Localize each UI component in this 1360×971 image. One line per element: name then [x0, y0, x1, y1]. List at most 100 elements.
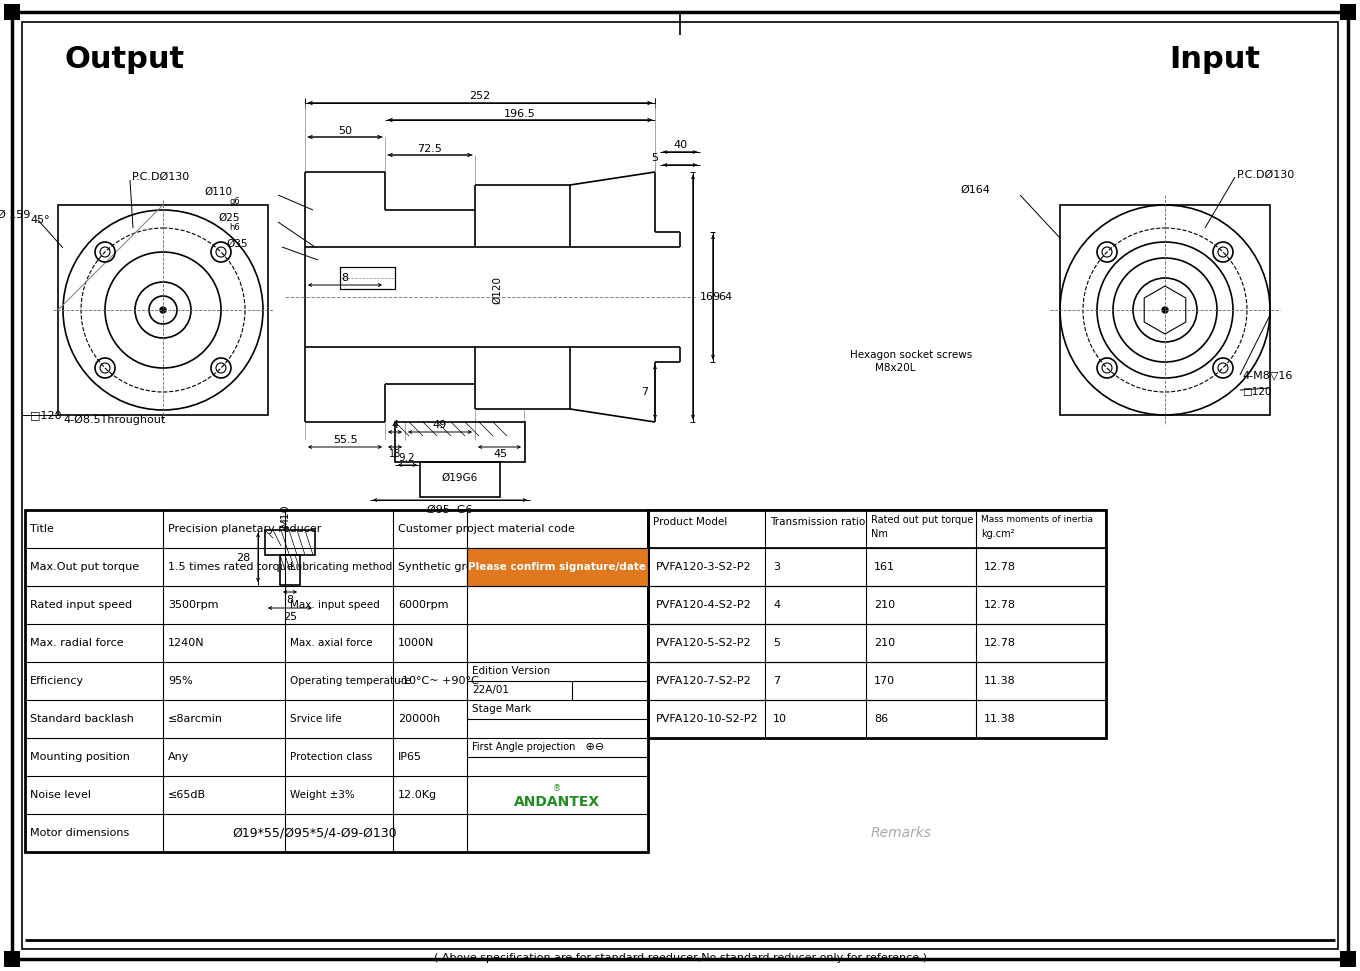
Text: 5: 5 — [651, 153, 658, 163]
Bar — [4, 951, 20, 967]
Bar — [647, 586, 1106, 624]
Text: 9.2: 9.2 — [398, 453, 415, 463]
Text: Product Model: Product Model — [653, 517, 728, 527]
Text: Srvice life: Srvice life — [290, 714, 341, 724]
Text: 22A/01: 22A/01 — [472, 685, 509, 695]
Text: Operating temperature: Operating temperature — [290, 676, 411, 686]
Text: PVFA120-4-S2-P2: PVFA120-4-S2-P2 — [656, 600, 752, 610]
Text: Protection class: Protection class — [290, 752, 373, 762]
Bar — [647, 510, 1106, 738]
Text: 55.5: 55.5 — [333, 435, 358, 445]
Bar — [1059, 205, 1270, 415]
Text: Max. radial force: Max. radial force — [30, 638, 124, 648]
Text: M10: M10 — [280, 503, 290, 527]
Text: 4: 4 — [392, 420, 398, 430]
Text: Input: Input — [1170, 46, 1261, 75]
Text: Remarks: Remarks — [870, 826, 932, 840]
Text: First Angle projection: First Angle projection — [472, 742, 575, 752]
Text: Ø19G6: Ø19G6 — [442, 473, 479, 483]
Text: 169: 169 — [700, 292, 721, 302]
Bar — [58, 205, 268, 415]
Text: Rated out put torque: Rated out put torque — [870, 515, 974, 525]
Text: □120: □120 — [30, 410, 61, 420]
Text: ANDANTEX: ANDANTEX — [514, 795, 600, 809]
Text: 4-M8▽16: 4-M8▽16 — [1242, 370, 1292, 380]
Text: 4: 4 — [772, 600, 781, 610]
Bar — [647, 700, 1106, 738]
Text: 7: 7 — [772, 676, 781, 686]
Text: Edition Version: Edition Version — [472, 666, 551, 676]
Text: 72.5: 72.5 — [418, 144, 442, 154]
Text: Ø19*55/Ø95*5/4-Ø9-Ø130: Ø19*55/Ø95*5/4-Ø9-Ø130 — [233, 826, 397, 840]
Bar — [1340, 4, 1356, 20]
Text: 1000N: 1000N — [398, 638, 434, 648]
Bar — [647, 624, 1106, 662]
Text: 28: 28 — [235, 553, 250, 563]
Bar — [647, 548, 1106, 586]
Text: ( Above specification are for standard reeducer,No standard reducer only for ref: ( Above specification are for standard r… — [434, 953, 926, 963]
Text: 49: 49 — [432, 420, 447, 430]
Text: PVFA120-5-S2-P2: PVFA120-5-S2-P2 — [656, 638, 752, 648]
Text: Please confirm signature/date: Please confirm signature/date — [468, 562, 646, 572]
Text: Standard backlash: Standard backlash — [30, 714, 133, 724]
Text: 12.0Kg: 12.0Kg — [398, 790, 437, 800]
Text: Weight ±3%: Weight ±3% — [290, 790, 355, 800]
Text: 11.38: 11.38 — [985, 714, 1016, 724]
Text: Max. input speed: Max. input speed — [290, 600, 379, 610]
Text: 196.5: 196.5 — [505, 109, 536, 119]
Text: 161: 161 — [874, 562, 895, 572]
Text: 8: 8 — [341, 273, 348, 283]
Bar — [1340, 951, 1356, 967]
Text: Ø25: Ø25 — [219, 213, 239, 223]
Text: 18: 18 — [389, 449, 401, 459]
Text: Efficiency: Efficiency — [30, 676, 84, 686]
Circle shape — [1161, 307, 1168, 313]
Text: PVFA120-3-S2-P2: PVFA120-3-S2-P2 — [656, 562, 752, 572]
Text: Noise level: Noise level — [30, 790, 91, 800]
Text: 64: 64 — [718, 292, 732, 302]
Text: 5: 5 — [772, 638, 781, 648]
Bar — [280, 555, 301, 585]
Text: g6: g6 — [230, 197, 239, 207]
Bar — [4, 4, 20, 20]
Text: 45°: 45° — [30, 215, 50, 225]
Text: Any: Any — [169, 752, 189, 762]
Bar — [647, 662, 1106, 700]
Text: Ø120: Ø120 — [492, 276, 502, 304]
Text: Mass moments of inertia: Mass moments of inertia — [981, 516, 1093, 524]
Text: Customer project material code: Customer project material code — [398, 524, 575, 534]
Text: ⊕⊖: ⊕⊖ — [582, 742, 604, 752]
Bar — [466, 548, 647, 586]
Text: 3: 3 — [772, 562, 781, 572]
Bar — [24, 510, 647, 852]
Text: ≤65dB: ≤65dB — [169, 790, 207, 800]
Text: 210: 210 — [874, 600, 895, 610]
Text: 4-Ø8.5Throughout: 4-Ø8.5Throughout — [63, 415, 166, 425]
Text: 40: 40 — [673, 140, 687, 150]
Text: 11.38: 11.38 — [985, 676, 1016, 686]
Text: 7: 7 — [641, 387, 647, 397]
Text: Synthetic grease: Synthetic grease — [398, 562, 492, 572]
Text: Output: Output — [65, 46, 185, 75]
Text: 1.5 times rated torque: 1.5 times rated torque — [169, 562, 294, 572]
Text: Precision planetary reducer: Precision planetary reducer — [169, 524, 321, 534]
Text: Ø35: Ø35 — [227, 239, 248, 249]
Text: 252: 252 — [469, 91, 491, 101]
Text: Mounting position: Mounting position — [30, 752, 129, 762]
Text: Ø110: Ø110 — [204, 187, 233, 197]
Text: 12.78: 12.78 — [985, 600, 1016, 610]
Text: h6: h6 — [230, 223, 239, 232]
Text: P.C.DØ130: P.C.DØ130 — [132, 172, 190, 182]
Text: Rated input speed: Rated input speed — [30, 600, 132, 610]
Text: Ø95  G6: Ø95 G6 — [427, 505, 473, 515]
Text: Ø164: Ø164 — [960, 185, 990, 195]
Text: 20000h: 20000h — [398, 714, 441, 724]
Text: -10°C~ +90°C: -10°C~ +90°C — [398, 676, 479, 686]
Text: Transmission ratio: Transmission ratio — [770, 517, 865, 527]
Text: Nm: Nm — [870, 529, 888, 539]
Text: 50: 50 — [339, 126, 352, 136]
Text: 10: 10 — [772, 714, 787, 724]
Bar — [340, 267, 394, 289]
Text: 1240N: 1240N — [169, 638, 204, 648]
Text: Max. axial force: Max. axial force — [290, 638, 373, 648]
